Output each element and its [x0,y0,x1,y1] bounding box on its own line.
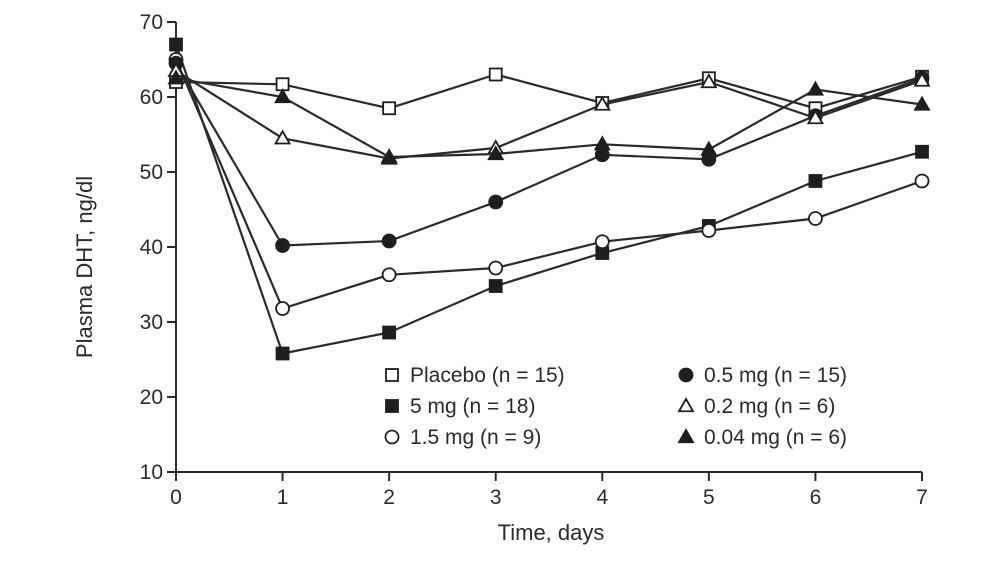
data-point [806,109,824,125]
data-point [806,80,824,96]
data-point [488,279,503,293]
legend: Placebo (n = 15) 5 mg (n = 18) 1.5 mg (n =… [384,364,847,449]
y-tick-label: 40 [140,236,163,259]
series-6 [167,69,931,164]
y-tick-label: 50 [140,161,163,184]
legend-label: 1.5 mg (n = 9) [410,426,541,449]
data-point [487,145,505,161]
series-line [175,69,923,160]
x-tick-label: 5 [703,486,715,509]
data-point [380,148,398,164]
x-tick-label: 2 [383,486,395,509]
x-axis-label: Time, days [498,520,605,545]
legend-label: 0.5 mg (n = 15) [704,364,847,387]
y-axis-label: Plasma DHT, ng/dl [72,176,97,358]
legend-marker [678,367,694,383]
series-line [175,77,923,159]
y-tick-label: 70 [140,11,163,34]
x-tick-label: 3 [490,486,502,509]
legend-label: 5 mg (n = 18) [410,395,535,418]
legend-entry: Placebo (n = 15) [385,364,565,387]
series-2 [169,37,929,361]
data-point [913,95,931,111]
data-point [381,233,397,249]
x-tick-label: 6 [810,486,822,509]
x-tick-label: 7 [916,486,928,509]
y-tick-label: 10 [140,461,163,484]
data-point [594,234,610,250]
legend-label: 0.04 mg (n = 6) [704,426,847,449]
data-point [593,135,611,151]
y-ticks: 10 20 30 40 50 60 70 [140,11,176,484]
legend-entry: 1.5 mg (n = 9) [384,426,541,449]
x-tick-label: 4 [596,486,608,509]
data-point [593,95,611,111]
data-point [274,88,292,104]
legend-entry: 5 mg (n = 18) [385,395,535,418]
series-line [175,73,923,110]
data-point [382,325,397,340]
series-line [175,62,923,247]
legend-marker [384,429,400,445]
y-tick-label: 60 [140,86,163,109]
data-point [275,301,290,316]
data-point [808,174,823,188]
legend-marker [677,428,695,444]
data-point [274,129,292,145]
series-line [174,44,923,355]
legend-label: 0.2 mg (n = 6) [704,395,835,418]
legend-entry: 0.04 mg (n = 6) [677,426,847,449]
legend-entry: 0.2 mg (n = 6) [677,395,835,418]
data-point [701,223,717,238]
x-ticks: 0 1 2 3 4 5 6 7 [170,472,928,509]
data-point [700,73,718,89]
data-point [700,140,718,156]
series-3 [168,52,930,316]
legend-marker [385,368,399,382]
series-line [174,59,923,310]
x-tick-label: 0 [170,486,182,509]
legend-entry: 0.5 mg (n = 15) [678,364,847,387]
legend-label: Placebo (n = 15) [410,364,565,387]
chart-axes: 10 20 30 40 50 60 70 0 1 2 3 4 5 6 7 [140,11,928,509]
y-tick-label: 20 [140,386,163,409]
legend-marker [385,399,399,413]
data-point [381,267,397,283]
series-layer [167,37,931,361]
data-point [275,346,290,361]
data-point [488,67,503,82]
data-point [167,69,185,85]
x-tick-label: 1 [277,486,289,509]
data-point [275,238,290,253]
legend-marker [677,397,695,413]
data-point [914,173,930,189]
data-point [488,194,504,210]
data-point [382,101,397,116]
data-point [488,260,504,276]
data-point [808,211,823,226]
data-point [915,144,929,159]
y-tick-label: 30 [140,311,163,334]
data-point [913,71,931,87]
data-point [169,37,183,52]
